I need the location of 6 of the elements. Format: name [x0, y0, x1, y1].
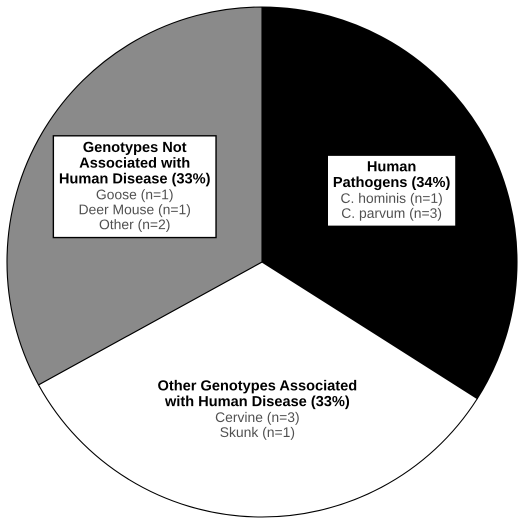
slice-label: Genotypes Not Associated with Human Disease (33%)	[60, 142, 210, 186]
text: Cervine (n=3) Skunk (n=1)	[216, 412, 299, 440]
text: C. hominis (n=1) C. parvum (n=3)	[341, 192, 442, 221]
slice-label: Human Pathogens (34%)	[334, 161, 450, 190]
text: Goose (n=1) Deer Mouse (n=1) Other (n=2)	[80, 189, 190, 232]
slice-label: Other Genotypes Associated with Human Disease (33%)	[158, 380, 356, 410]
